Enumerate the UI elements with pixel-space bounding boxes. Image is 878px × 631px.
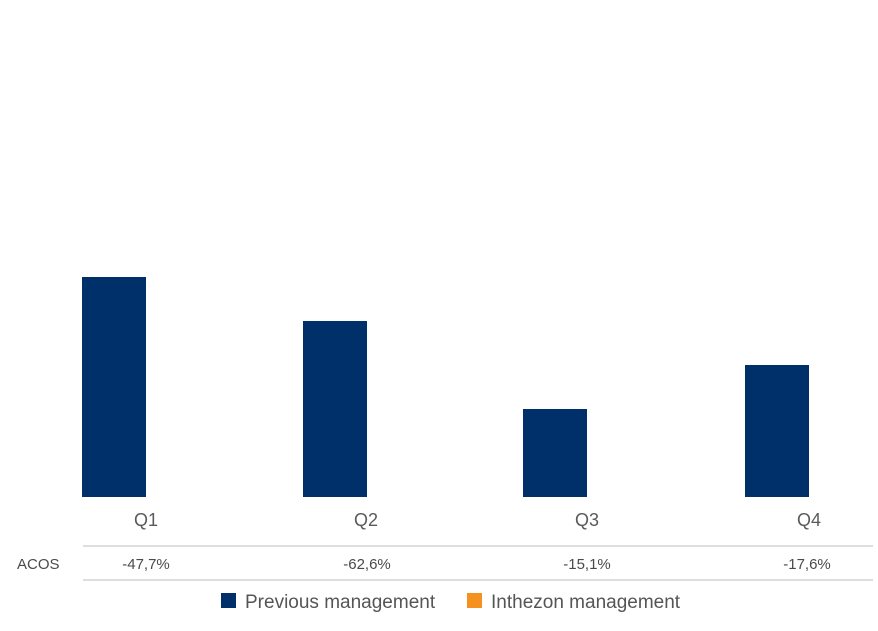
category-label-q1: Q1	[134, 510, 158, 530]
legend-swatch-series-2	[467, 593, 482, 608]
legend-swatch-series-1	[221, 593, 236, 608]
category-label-q2: Q2	[354, 510, 378, 530]
category-label-q3: Q3	[575, 510, 599, 530]
bar-q2-series-1	[303, 321, 367, 497]
bar-q4-series-1	[745, 365, 809, 497]
legend-label-series-1: Previous management	[245, 592, 436, 613]
legend-label-series-2: Inthezon management	[491, 592, 681, 613]
bar-q3-series-1	[523, 409, 587, 497]
acos-row-label: ACOS	[17, 556, 60, 573]
bar-q1-series-1	[82, 277, 146, 497]
acos-values: -47,7% -62,6% -15,1% -17,6%	[122, 556, 831, 573]
acos-value-q1: -47,7%	[122, 556, 170, 573]
acos-value-q3: -15,1%	[563, 556, 611, 573]
acos-value-q4: -17,6%	[783, 556, 831, 573]
acos-value-q2: -62,6%	[343, 556, 391, 573]
bars-layer	[82, 277, 809, 497]
legend: Previous management Inthezon management	[221, 592, 681, 613]
category-label-q4: Q4	[797, 510, 821, 530]
category-labels: Q1 Q2 Q3 Q4	[134, 510, 821, 530]
